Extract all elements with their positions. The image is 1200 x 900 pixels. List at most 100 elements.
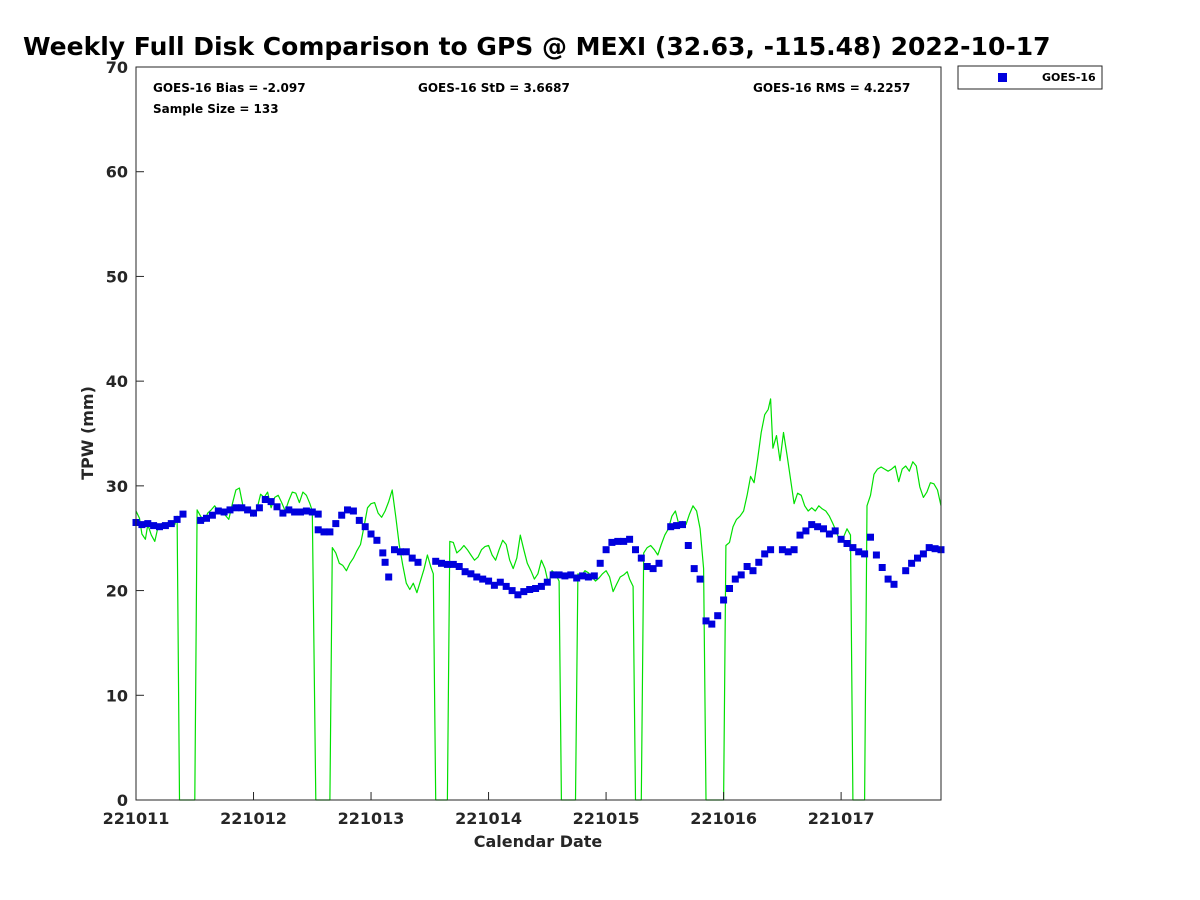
goes-data-point bbox=[344, 506, 351, 514]
goes-data-point bbox=[485, 577, 493, 585]
goes-data-point bbox=[138, 521, 146, 529]
goes-data-point bbox=[884, 575, 892, 583]
y-tick-label: 60 bbox=[106, 163, 128, 182]
goes-data-point bbox=[479, 575, 487, 583]
goes-data-point bbox=[555, 571, 563, 579]
y-tick-label: 40 bbox=[106, 372, 128, 391]
goes-data-point bbox=[267, 498, 275, 506]
goes-data-point bbox=[867, 533, 874, 541]
y-tick-label: 50 bbox=[106, 267, 128, 286]
goes-data-point bbox=[684, 542, 692, 549]
goes-data-point bbox=[514, 591, 522, 599]
goes-data-point bbox=[614, 537, 622, 545]
goes-data-point bbox=[743, 563, 751, 570]
goes-data-point bbox=[843, 540, 851, 547]
goes-data-point bbox=[537, 582, 545, 590]
goes-data-point bbox=[414, 558, 422, 566]
goes-data-point bbox=[473, 573, 481, 581]
goes-data-point bbox=[496, 578, 504, 586]
goes-data-point bbox=[314, 526, 322, 534]
goes-data-point bbox=[179, 510, 187, 518]
goes-data-point bbox=[526, 586, 534, 593]
goes-data-point bbox=[690, 565, 698, 573]
goes-data-point bbox=[584, 573, 592, 581]
goes-data-point bbox=[673, 522, 681, 530]
goes-data-point bbox=[220, 508, 228, 516]
goes-data-point bbox=[726, 585, 733, 592]
goes-data-point bbox=[737, 571, 745, 579]
x-axis-label: Calendar Date bbox=[474, 832, 603, 851]
goes-data-point bbox=[919, 550, 927, 558]
goes-data-point bbox=[543, 578, 551, 586]
y-axis-ticks: 0 10 20 30 40 50 60 70 bbox=[106, 58, 144, 810]
goes-data-point bbox=[285, 506, 293, 514]
goes-data-point bbox=[291, 508, 299, 516]
goes-data-point bbox=[620, 537, 628, 545]
goes-series-layer bbox=[132, 496, 945, 628]
goes-data-point bbox=[679, 521, 686, 529]
goes-data-point bbox=[696, 575, 704, 583]
goes-data-point bbox=[455, 563, 463, 570]
goes-data-point bbox=[203, 514, 210, 522]
goes-data-point bbox=[326, 528, 334, 536]
goes-data-point bbox=[925, 544, 933, 552]
goes-data-point bbox=[855, 548, 863, 556]
goes-data-point bbox=[702, 617, 710, 625]
goes-data-point bbox=[602, 546, 610, 554]
goes-data-point bbox=[396, 548, 404, 556]
goes-data-point bbox=[532, 585, 540, 592]
goes-data-point bbox=[214, 507, 222, 515]
goes-data-point bbox=[297, 508, 304, 516]
x-tick-label: 221013 bbox=[338, 809, 405, 828]
y-axis-label: TPW (mm) bbox=[78, 386, 97, 480]
goes-data-point bbox=[338, 511, 346, 519]
x-tick-label: 221016 bbox=[690, 809, 757, 828]
goes-data-point bbox=[837, 535, 845, 543]
x-tick-label: 221017 bbox=[808, 809, 875, 828]
goes-data-point bbox=[931, 545, 939, 553]
rms-stat: GOES-16 RMS = 4.2257 bbox=[753, 81, 910, 95]
plot-area-frame bbox=[135, 66, 942, 801]
goes-data-point bbox=[767, 546, 775, 554]
goes-data-point bbox=[150, 522, 158, 530]
goes-data-point bbox=[232, 504, 240, 512]
goes-data-point bbox=[490, 581, 498, 589]
goes-data-point bbox=[649, 565, 657, 573]
goes-data-point bbox=[320, 528, 328, 536]
legend: GOES-16 bbox=[957, 65, 1103, 90]
goes-data-point bbox=[802, 527, 810, 535]
goes-data-point bbox=[778, 546, 786, 554]
goes-data-point bbox=[208, 511, 216, 519]
y-tick-label: 20 bbox=[106, 582, 128, 601]
goes-data-point bbox=[784, 548, 792, 556]
goes-data-point bbox=[596, 559, 604, 567]
goes-data-point bbox=[825, 530, 833, 538]
goes-data-point bbox=[861, 550, 869, 558]
goes-data-point bbox=[561, 572, 569, 580]
goes-data-point bbox=[314, 510, 322, 518]
goes-data-point bbox=[790, 546, 798, 554]
goes-data-point bbox=[749, 567, 757, 575]
goes-data-point bbox=[273, 503, 281, 511]
goes-data-point bbox=[579, 572, 587, 580]
goes-data-point bbox=[655, 559, 663, 567]
goes-data-point bbox=[502, 582, 510, 590]
goes-data-point bbox=[643, 563, 651, 570]
goes-data-point bbox=[197, 516, 205, 524]
goes-data-point bbox=[161, 522, 169, 530]
goes-data-point bbox=[261, 496, 269, 503]
x-tick-label: 221014 bbox=[455, 809, 522, 828]
goes-data-point bbox=[167, 520, 175, 528]
goes-data-point bbox=[156, 523, 163, 531]
goes-data-point bbox=[708, 620, 716, 628]
goes-data-point bbox=[872, 551, 880, 559]
goes-data-point bbox=[379, 549, 387, 557]
goes-data-point bbox=[308, 508, 316, 516]
goes-data-point bbox=[590, 572, 598, 580]
goes-data-point bbox=[761, 550, 769, 558]
y-tick-label: 0 bbox=[117, 791, 128, 810]
goes-data-point bbox=[361, 523, 369, 531]
gps-series-layer bbox=[135, 398, 942, 801]
goes-data-point bbox=[443, 560, 451, 568]
bias-stat: GOES-16 Bias = -2.097 bbox=[153, 81, 306, 95]
